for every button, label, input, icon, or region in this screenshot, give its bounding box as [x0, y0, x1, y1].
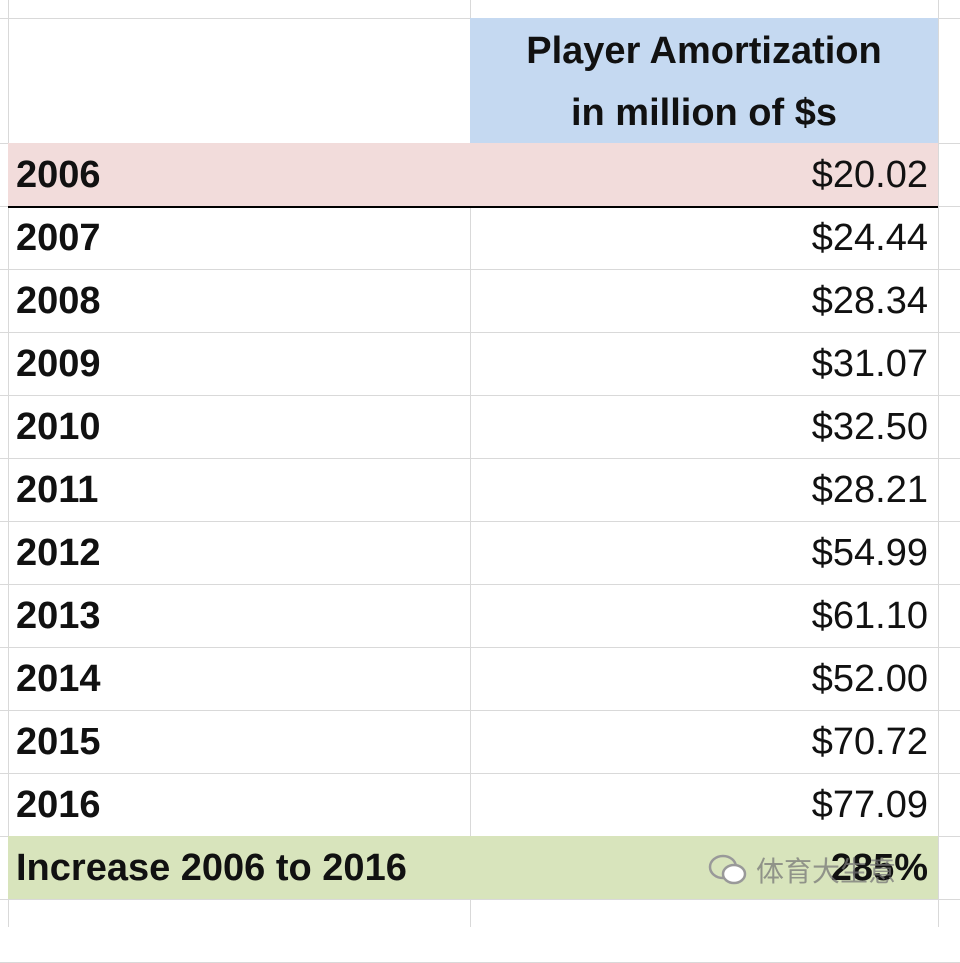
grid-line: [0, 584, 960, 585]
year-cell: 2016: [16, 784, 101, 826]
value-cell: $24.44: [811, 217, 928, 259]
value-cell: $28.34: [811, 280, 928, 322]
grid-line: [8, 0, 9, 927]
header-line: Player Amortization: [526, 30, 882, 72]
header-line: in million of $s: [570, 92, 838, 134]
value-cell: $28.21: [811, 469, 928, 511]
summary-highlight: [8, 836, 938, 899]
grid-line: [0, 773, 960, 774]
year-cell: 2015: [16, 721, 101, 763]
row-border: [8, 206, 938, 208]
year-cell: 2014: [16, 658, 101, 700]
row-highlight: [8, 143, 938, 206]
year-cell: 2009: [16, 343, 101, 385]
grid-line: [0, 458, 960, 459]
summary-label: Increase 2006 to 2016: [16, 847, 407, 889]
year-cell: 2011: [16, 469, 99, 511]
value-cell: $52.00: [811, 658, 928, 700]
value-cell: $31.07: [811, 343, 928, 385]
watermark: 体育大生意: [708, 850, 896, 890]
grid-line: [938, 0, 939, 927]
year-cell: 2010: [16, 406, 101, 448]
summary-value: 285%: [830, 847, 928, 889]
grid-line: [0, 332, 960, 333]
value-cell: $32.50: [811, 406, 928, 448]
value-cell: $20.02: [811, 154, 928, 196]
year-cell: 2007: [16, 217, 101, 259]
year-cell: 2008: [16, 280, 101, 322]
grid-line: [0, 899, 960, 900]
year-cell: 2012: [16, 532, 101, 574]
watermark-text: 体育大生意: [756, 856, 897, 887]
value-cell: $54.99: [811, 532, 928, 574]
value-cell: $77.09: [811, 784, 928, 826]
year-cell: 2006: [16, 154, 101, 196]
column-header: Player Amortization in million of $s: [470, 18, 938, 143]
grid-line: [0, 647, 960, 648]
grid-line: [0, 710, 960, 711]
grid-line: [470, 0, 471, 927]
value-cell: $61.10: [811, 595, 928, 637]
year-cell: 2013: [16, 595, 101, 637]
grid-line: [0, 521, 960, 522]
value-cell: $70.72: [811, 721, 928, 763]
wechat-icon: [708, 854, 747, 885]
grid-line: [0, 269, 960, 270]
grid-line: [0, 395, 960, 396]
